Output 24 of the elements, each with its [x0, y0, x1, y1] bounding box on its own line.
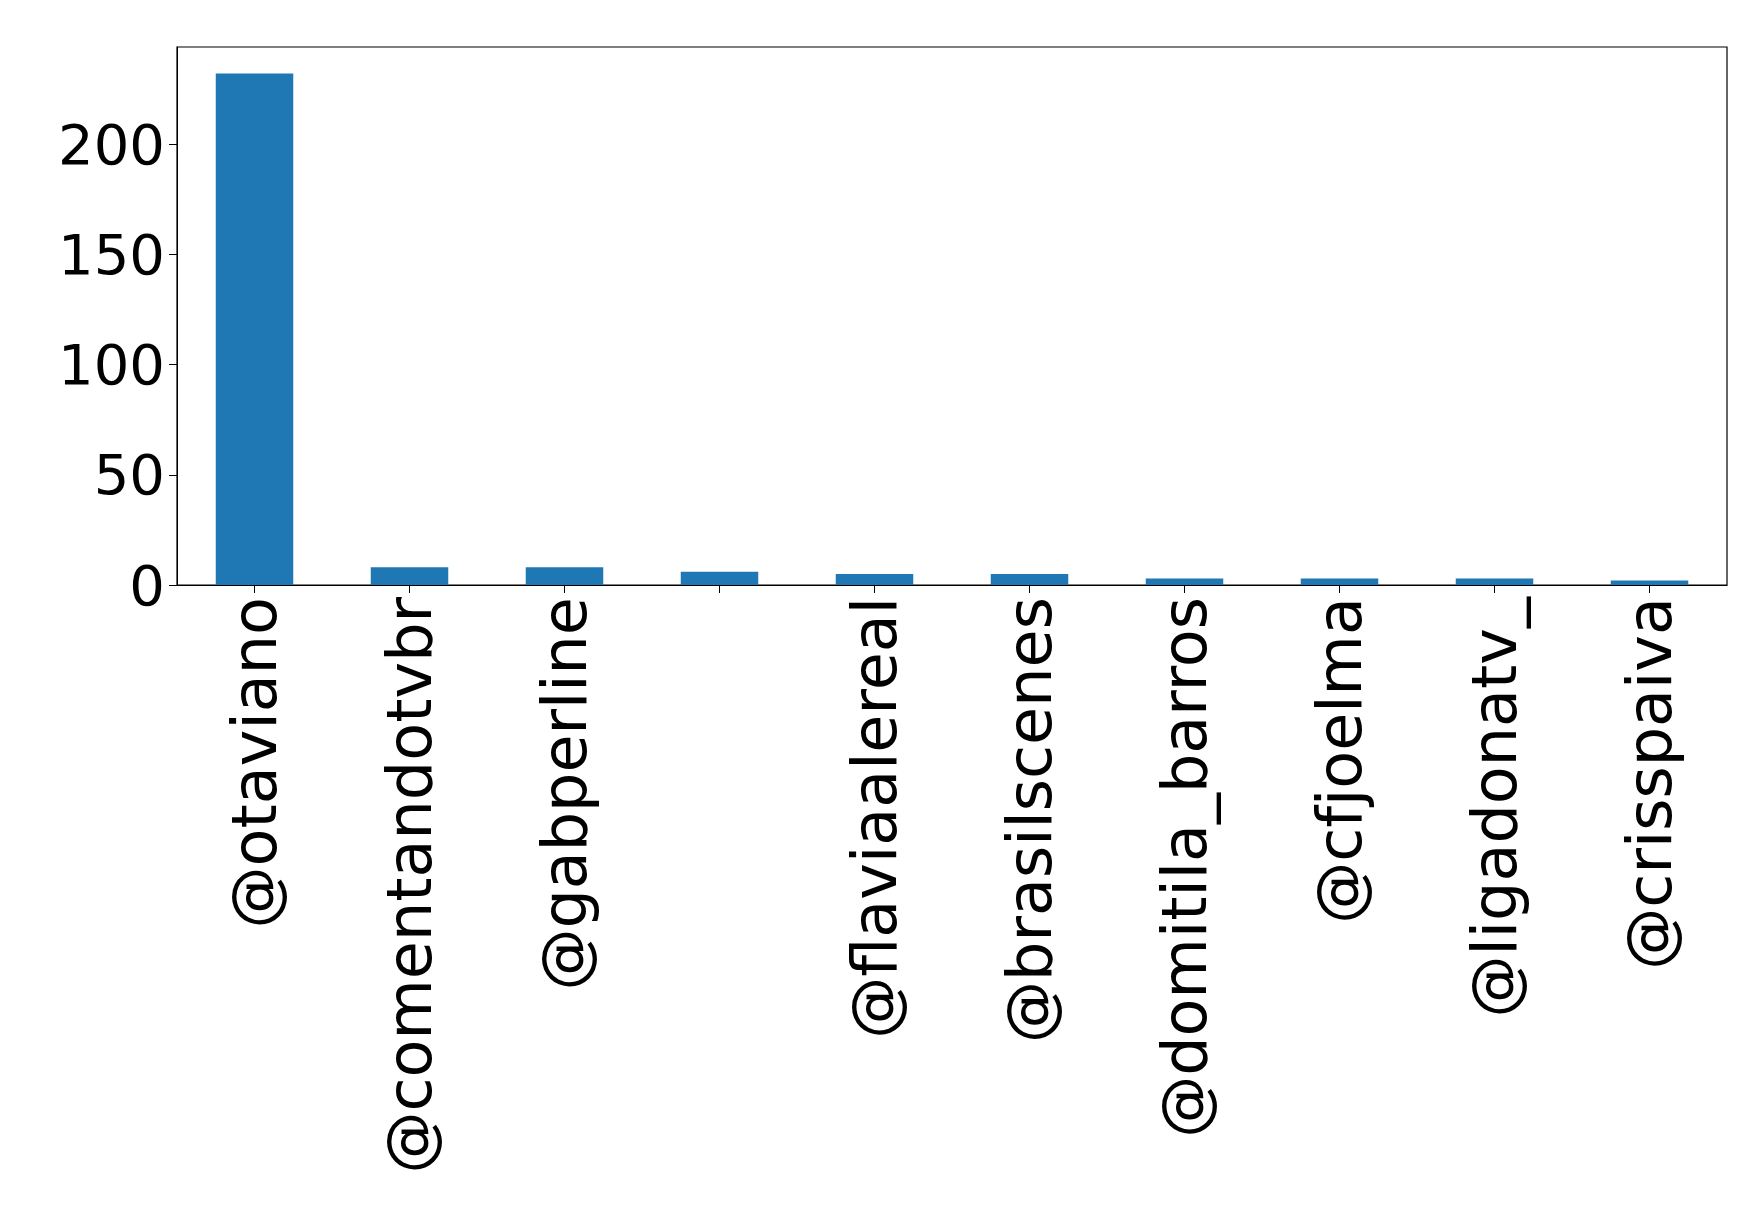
- bar: [215, 73, 294, 585]
- x-tick-label: @brasilscenes: [993, 597, 1066, 1043]
- bar: [370, 567, 449, 585]
- bar: [835, 573, 914, 585]
- y-tick-label: 50: [93, 442, 165, 508]
- bar: [525, 567, 604, 585]
- x-tick-label: @flaviaalereal: [838, 597, 911, 1039]
- x-tick-label: @domitila_barros: [1148, 597, 1221, 1138]
- y-tick-label: 100: [58, 332, 165, 398]
- x-tick-label: @gabperline: [528, 597, 601, 991]
- x-tick-label: @ligadonatv_: [1458, 596, 1531, 1018]
- x-tick-label: @otaviano: [218, 597, 291, 929]
- y-tick-label: 200: [58, 111, 165, 177]
- x-tick-label: @cfjoelma: [1303, 597, 1376, 924]
- bar: [1300, 578, 1379, 585]
- bar: [1610, 580, 1689, 585]
- bar: [1455, 578, 1534, 585]
- bar: [680, 571, 759, 585]
- y-tick-label: 0: [129, 552, 165, 618]
- bar: [990, 573, 1069, 585]
- bar: [1145, 578, 1224, 585]
- x-tick-label: @crisspaiva: [1613, 597, 1686, 970]
- x-tick-label: @comentandotvbr: [373, 596, 446, 1174]
- y-tick-label: 150: [58, 221, 165, 287]
